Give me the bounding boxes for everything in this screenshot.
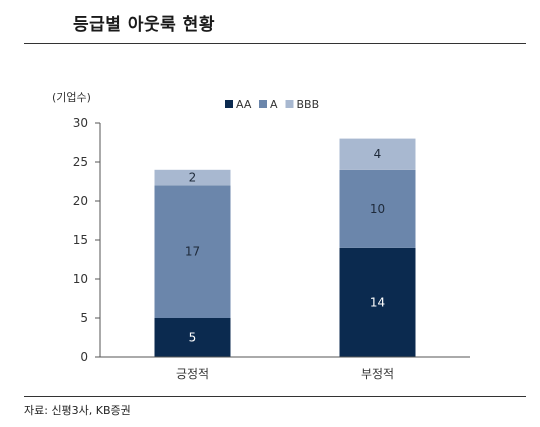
y-axis-label: (기업수) xyxy=(52,91,91,104)
legend-swatch xyxy=(259,100,267,108)
title-rule xyxy=(24,43,526,44)
bar-a xyxy=(339,169,416,248)
data-label: 17 xyxy=(185,245,200,259)
legend-swatch xyxy=(285,100,294,108)
bar-a xyxy=(154,185,231,318)
legend-swatch xyxy=(225,100,233,108)
data-label: 5 xyxy=(189,331,197,345)
chart-title: 등급별 아웃룩 현황 xyxy=(73,15,215,35)
y-tick-label: 0 xyxy=(80,350,88,364)
data-label: 14 xyxy=(370,295,385,309)
y-tick-label: 25 xyxy=(73,155,88,169)
y-tick-label: 10 xyxy=(73,272,88,286)
y-tick-label: 15 xyxy=(73,233,88,247)
y-tick-label: 20 xyxy=(73,194,88,208)
bars: 5 17 2 14 10 4 xyxy=(154,138,416,357)
source-note: 자료: 신평3사, KB증권 xyxy=(24,404,131,417)
source-rule xyxy=(24,396,526,397)
y-tick-label: 5 xyxy=(80,311,88,325)
bar-aa xyxy=(339,247,416,357)
legend-label: BBB xyxy=(297,98,320,111)
legend-label: A xyxy=(270,98,278,111)
y-tick-label: 30 xyxy=(73,116,88,130)
y-axis: 0 5 10 15 20 25 30 xyxy=(73,116,101,364)
legend: AA A BBB xyxy=(225,98,319,111)
bar-bbb xyxy=(154,169,231,186)
x-axis: 긍정적 부정적 xyxy=(100,356,470,381)
data-label: 4 xyxy=(374,147,382,161)
bar-bbb xyxy=(339,138,416,170)
bar-aa xyxy=(154,318,231,357)
x-tick-label: 부정적 xyxy=(361,367,394,381)
x-tick-label: 긍정적 xyxy=(176,367,209,381)
data-label: 10 xyxy=(370,202,385,216)
data-label: 2 xyxy=(189,171,197,185)
legend-label: AA xyxy=(236,98,252,111)
